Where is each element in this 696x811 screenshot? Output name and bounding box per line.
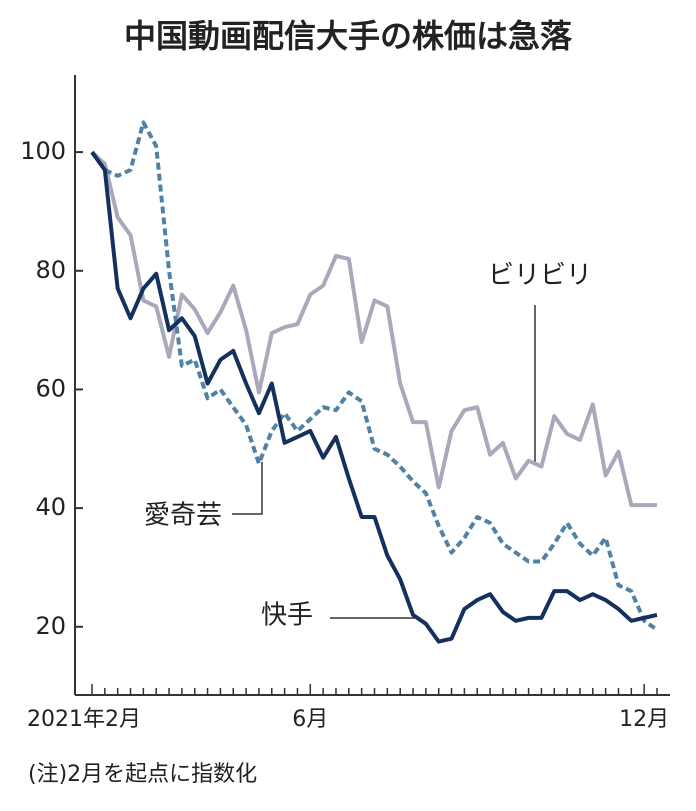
y-tick-label: 100 [20,137,66,165]
x-tick-label: 6月 [292,707,328,732]
series-label: 快手 [261,601,313,631]
chart-title: 中国動画配信大手の株価は急落 [124,17,573,55]
leader-line [232,462,263,515]
y-tick-label: 80 [35,256,66,284]
series-line [90,150,658,644]
x-tick-label: 2021年2月 [27,707,141,732]
series-line [90,120,659,632]
series-label: ビリビリ [488,261,592,291]
note: (注)2月を起点に指数化 [28,762,257,787]
y-tick-label: 40 [35,493,66,521]
y-tick-label: 60 [35,374,66,402]
series-line [90,150,657,508]
x-tick-label: 12月 [619,707,669,732]
y-tick-label: 20 [35,612,66,640]
series-label: 愛奇芸 [144,501,222,531]
